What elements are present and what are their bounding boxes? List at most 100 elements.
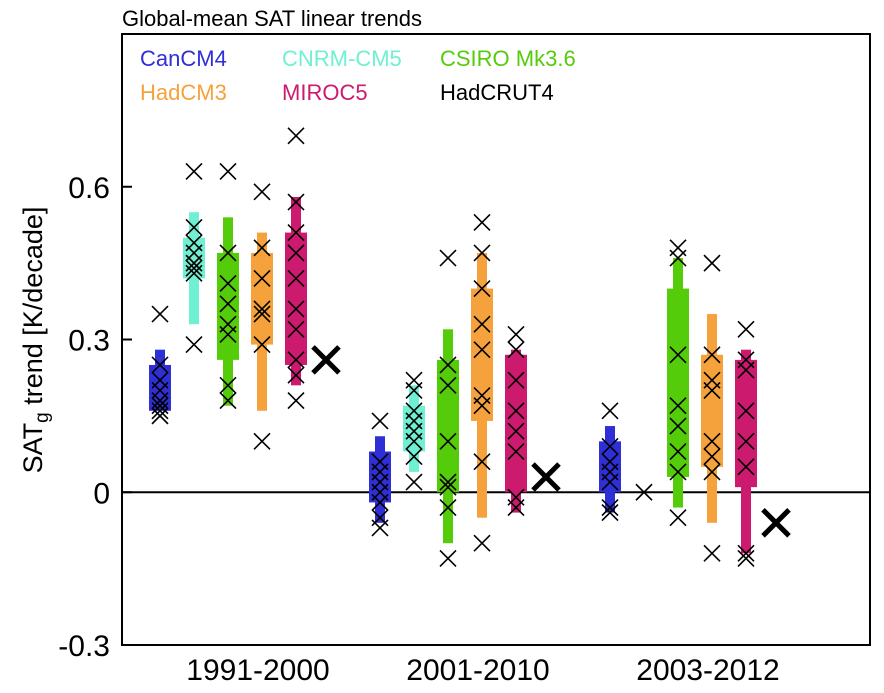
box-bar	[437, 359, 459, 493]
member-marker	[151, 305, 169, 323]
y-tick-label: 0.6	[68, 172, 110, 205]
legend-item: HadCM3	[140, 80, 227, 105]
member-marker	[473, 280, 491, 298]
member-marker	[287, 366, 305, 384]
y-tick-label: 0.3	[68, 325, 110, 358]
member-marker	[737, 432, 755, 450]
member-marker	[507, 498, 525, 517]
member-marker	[253, 300, 271, 318]
member-marker	[601, 498, 619, 517]
member-marker	[473, 397, 491, 415]
chart-title: Global-mean SAT linear trends	[122, 6, 422, 31]
member-marker	[439, 478, 457, 496]
member-marker	[703, 346, 721, 364]
member-marker	[219, 376, 237, 394]
member-marker	[287, 351, 305, 369]
member-marker	[219, 295, 237, 313]
legend-item: HadCRUT4	[440, 80, 554, 105]
member-marker	[151, 356, 169, 374]
box-bar	[599, 441, 621, 493]
box-bar	[251, 252, 273, 345]
member-marker	[439, 498, 457, 517]
member-marker	[371, 519, 389, 537]
member-marker	[219, 274, 237, 293]
member-marker	[371, 412, 389, 430]
member-marker	[703, 254, 721, 272]
member-marker	[253, 305, 271, 323]
member-marker	[405, 432, 423, 450]
member-marker	[601, 504, 619, 522]
member-marker	[439, 249, 457, 267]
member-marker	[473, 213, 491, 231]
member-marker	[601, 473, 619, 491]
member-marker	[473, 453, 491, 471]
member-marker	[405, 448, 423, 466]
member-marker	[507, 325, 525, 343]
member-marker	[439, 376, 457, 394]
member-marker	[507, 422, 525, 440]
box-bar	[285, 232, 307, 365]
member-marker	[737, 549, 755, 568]
observation-marker	[311, 345, 341, 375]
member-marker	[439, 473, 457, 491]
member-marker	[219, 325, 237, 343]
member-marker	[601, 437, 619, 455]
member-marker	[151, 407, 169, 425]
box-bar	[369, 451, 391, 503]
member-marker	[253, 432, 271, 450]
member-marker	[473, 244, 491, 262]
member-marker	[737, 320, 755, 338]
member-marker	[507, 371, 525, 389]
member-marker	[253, 336, 271, 354]
y-axis: -0.3 0 0.3 0.6	[58, 172, 132, 663]
member-marker	[405, 473, 423, 491]
box-bar	[701, 354, 723, 467]
member-marker	[703, 432, 721, 450]
x-tick-label: 2001-2010	[406, 654, 549, 687]
box-bar	[471, 288, 493, 421]
member-marker	[371, 493, 389, 511]
y-axis-label: SATg trend [K/decade]	[18, 207, 53, 474]
member-marker	[703, 448, 721, 466]
member-marker	[669, 442, 687, 461]
member-marker	[287, 269, 305, 287]
x-axis: 1991-2000 2001-2010 2003-2012	[186, 654, 779, 687]
member-marker	[669, 397, 687, 415]
member-marker	[439, 432, 457, 450]
member-marker	[185, 162, 203, 181]
member-marker	[737, 402, 755, 420]
member-marker	[287, 193, 305, 211]
ensemble-bars	[149, 196, 757, 554]
member-marker	[507, 402, 525, 420]
legend-item: CNRM-CM5	[282, 46, 402, 71]
x-tick-label: 2003-2012	[636, 654, 779, 687]
legend: CanCM4 CNRM-CM5 CSIRO Mk3.6 HadCM3 MIROC5 Had…	[140, 46, 576, 105]
legend-item: MIROC5	[282, 80, 368, 105]
observation-marker	[531, 462, 561, 492]
ensemble-members	[151, 127, 755, 568]
member-marker	[669, 249, 687, 267]
member-marker	[287, 244, 305, 262]
member-marker	[473, 341, 491, 359]
member-marker	[473, 315, 491, 333]
member-marker	[253, 269, 271, 287]
member-marker	[507, 442, 525, 461]
member-marker	[669, 346, 687, 364]
legend-item: CSIRO Mk3.6	[440, 46, 576, 71]
member-marker	[669, 509, 687, 527]
member-marker	[185, 259, 203, 277]
box-bar	[667, 288, 689, 477]
y-tick-label: -0.3	[58, 630, 110, 663]
member-marker	[635, 483, 653, 501]
y-tick-label: 0	[93, 477, 110, 510]
member-marker	[287, 320, 305, 338]
member-marker	[287, 392, 305, 410]
member-marker	[287, 300, 305, 318]
observation-marker	[761, 508, 791, 538]
member-marker	[507, 341, 525, 359]
member-marker	[219, 392, 237, 410]
observations	[311, 345, 791, 538]
member-marker	[253, 239, 271, 257]
member-marker	[151, 402, 169, 420]
